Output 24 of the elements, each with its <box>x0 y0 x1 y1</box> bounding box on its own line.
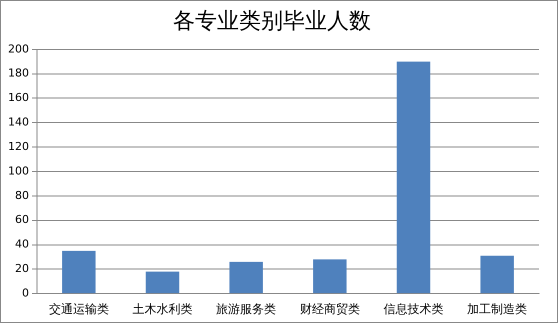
y-tick-label: 0 <box>22 286 29 300</box>
x-tick-label: 财经商贸类 <box>300 302 360 316</box>
x-tick-label: 土木水利类 <box>132 302 192 316</box>
y-tick-label: 60 <box>14 213 29 226</box>
y-tick-label: 40 <box>14 238 29 251</box>
bar <box>480 256 514 294</box>
bar <box>146 272 180 294</box>
y-tick-label: 120 <box>8 140 29 153</box>
bar <box>313 259 347 294</box>
y-tick-label: 80 <box>14 188 29 202</box>
x-tick-label: 加工制造类 <box>467 302 528 316</box>
chart-title: 各专业类别毕业人数 <box>173 8 371 34</box>
x-tick-label: 信息技术类 <box>384 302 444 316</box>
x-tick-label: 旅游服务类 <box>216 302 276 316</box>
y-tick-label: 160 <box>8 91 29 104</box>
y-tick-label: 200 <box>8 42 29 56</box>
y-tick-label: 180 <box>8 66 29 80</box>
y-tick-label: 140 <box>8 116 29 129</box>
bar <box>62 250 96 294</box>
y-tick-label: 100 <box>8 164 29 178</box>
bar <box>396 62 430 294</box>
y-tick-label: 20 <box>14 262 29 276</box>
bar <box>229 262 263 294</box>
x-tick-label: 交通运输类 <box>48 302 109 316</box>
